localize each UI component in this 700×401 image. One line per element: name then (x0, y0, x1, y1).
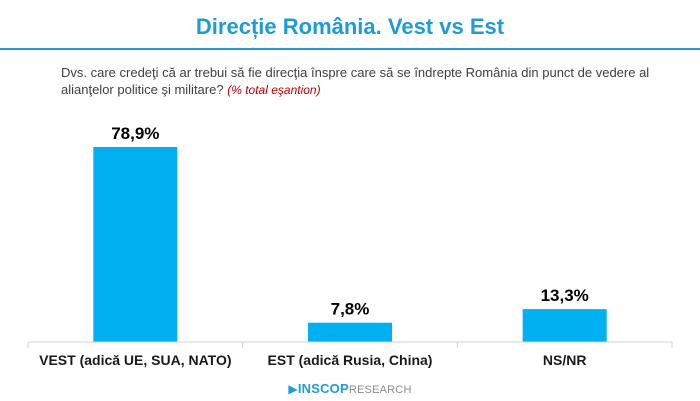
sample-note: (% total eşantion) (227, 83, 321, 97)
question-text: Dvs. care credeţi că ar trebui să fie di… (61, 65, 650, 97)
bar (93, 147, 178, 342)
survey-question: Dvs. care credeţi că ar trebui să fie di… (61, 64, 681, 99)
bars (93, 147, 607, 342)
inscop-arrow-icon: ▶ (288, 382, 298, 396)
category-labels: 78,9% VEST (adică UE, SUA, NATO) 7,8% EST (… (39, 124, 589, 368)
category-label: EST (adică Rusia, China) (268, 352, 433, 368)
x-axis-ticks (27, 342, 673, 348)
logo-brand-sub: RESEARCH (348, 384, 412, 396)
title-underline (0, 48, 700, 50)
bar (522, 309, 607, 342)
data-label: 13,3% (541, 286, 589, 305)
inscop-logo: ▶INSCOPRESEARCH (0, 381, 700, 396)
logo-brand: INSCOP (297, 381, 349, 396)
bar (308, 322, 392, 342)
data-label: 78,9% (111, 124, 159, 143)
data-label: 7,8% (331, 300, 370, 319)
chart-title: Direcție România. Vest vs Est (195, 14, 505, 39)
category-label: VEST (adică UE, SUA, NATO) (39, 352, 231, 368)
bar-chart: 78,9% VEST (adică UE, SUA, NATO) 7,8% EST (… (27, 124, 673, 368)
category-label: NS/NR (543, 352, 587, 368)
